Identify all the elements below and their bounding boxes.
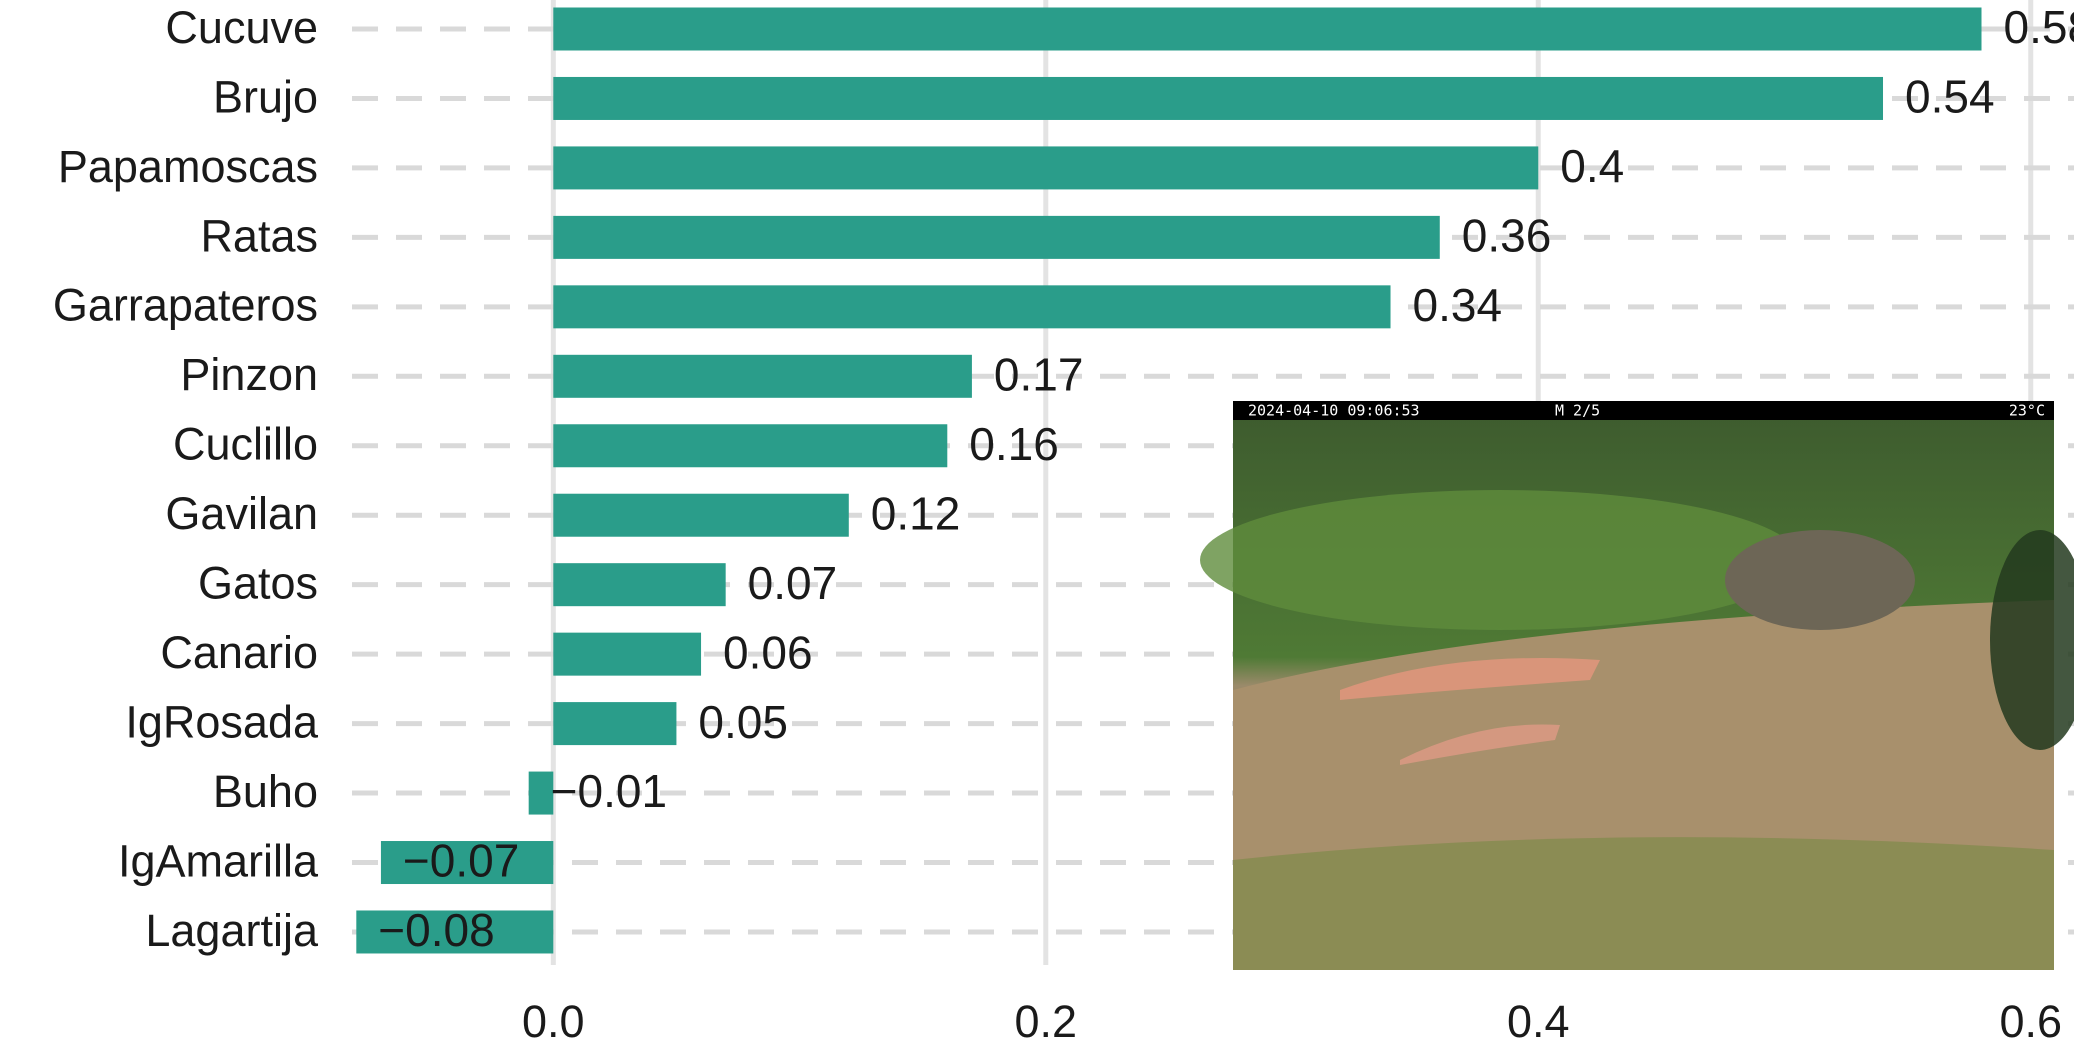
bar — [553, 354, 972, 398]
bar-layer: 0.580.54 0.40.36 0.34 0.17 0.160.12 0.07 0.06 0… — [356, 1, 2074, 956]
x-tick-label: 0.2 — [1015, 996, 1078, 1047]
photo-mode: M 2/5 — [1555, 402, 1600, 420]
y-tick-label: Buho — [213, 766, 318, 817]
y-tick-label: Ratas — [200, 210, 318, 261]
value-label: −0.08 — [378, 904, 494, 956]
value-label: −0.01 — [551, 765, 667, 817]
photo-tortoise — [1725, 530, 1915, 630]
value-label: −0.07 — [403, 835, 519, 887]
photo-bushes — [1200, 490, 1800, 630]
bar — [553, 146, 1539, 190]
x-tick-label: 0.6 — [1999, 996, 2062, 1047]
value-label: 0.05 — [698, 696, 788, 748]
photo-timestamp: 2024-04-10 09:06:53 — [1248, 402, 1420, 420]
y-tick-label: Pinzon — [180, 349, 318, 400]
y-tick-label: Lagartija — [145, 905, 319, 956]
value-label: 0.17 — [994, 348, 1084, 400]
value-label: 0.36 — [1462, 210, 1552, 262]
y-tick-label: Garrapateros — [53, 280, 318, 331]
y-tick-label: Canario — [160, 627, 318, 678]
bar — [553, 76, 1884, 120]
bar — [553, 424, 948, 468]
value-label: 0.54 — [1905, 71, 1995, 123]
value-label: 0.16 — [969, 418, 1059, 470]
bar — [528, 771, 554, 815]
value-label: 0.06 — [723, 626, 813, 678]
bar — [553, 702, 677, 746]
bar — [380, 841, 554, 885]
photo-leaf — [1990, 530, 2074, 750]
bar — [356, 910, 554, 954]
photo-header — [1233, 401, 2054, 420]
photo-iguana — [1340, 658, 1600, 700]
value-label: 0.58 — [2004, 1, 2074, 53]
y-tick-label: Papamoscas — [58, 141, 318, 192]
y-tick-label: Gavilan — [165, 488, 318, 539]
bar — [553, 632, 702, 676]
photo-iguana — [1400, 724, 1560, 765]
photo-temperature: 23°C — [2009, 402, 2045, 420]
x-tick-label: 0.4 — [1507, 996, 1570, 1047]
value-label: 0.4 — [1560, 140, 1624, 192]
bar — [553, 493, 849, 537]
inset-photo: 2024-04-10 09:06:53 M 2/5 23°C — [1200, 401, 2074, 970]
bar — [553, 215, 1440, 259]
value-label: 0.12 — [871, 487, 961, 539]
bar — [553, 563, 726, 607]
photo-grass — [1233, 837, 2054, 970]
bar — [553, 285, 1391, 329]
y-tick-label: Cucuve — [165, 2, 318, 53]
y-tick-label: Brujo — [213, 71, 318, 122]
x-tick-label: 0.0 — [522, 996, 585, 1047]
bar — [553, 7, 1982, 51]
y-tick-label: IgRosada — [125, 696, 319, 747]
value-label: 0.34 — [1413, 279, 1503, 331]
y-tick-label: IgAmarilla — [118, 835, 319, 886]
y-tick-label: Cuclillo — [173, 419, 318, 470]
value-label: 0.07 — [748, 557, 838, 609]
y-tick-label: Gatos — [198, 558, 318, 609]
